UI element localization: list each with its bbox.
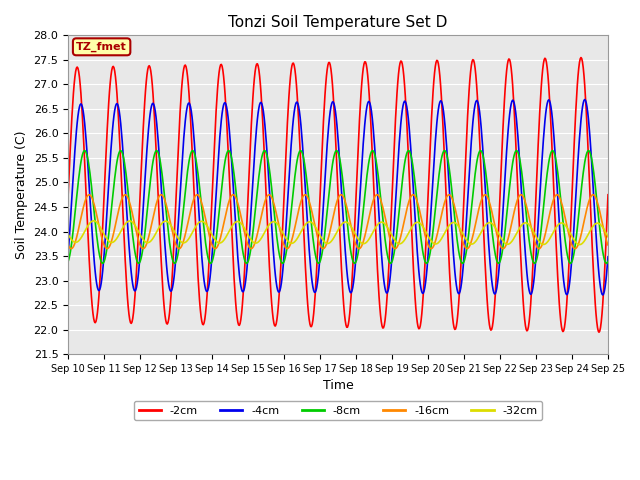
-32cm xyxy=(214,240,221,245)
-16cm xyxy=(214,243,221,249)
-2cm xyxy=(130,310,138,316)
-32cm xyxy=(604,234,612,240)
X-axis label: Time: Time xyxy=(323,379,353,392)
-32cm xyxy=(185,236,193,241)
-32cm xyxy=(420,226,428,231)
-8cm xyxy=(603,261,611,266)
-4cm xyxy=(64,251,72,257)
Line: -16cm: -16cm xyxy=(68,195,608,249)
-2cm xyxy=(595,329,603,335)
-2cm xyxy=(74,65,82,71)
-8cm xyxy=(64,259,72,264)
Line: -4cm: -4cm xyxy=(68,99,608,295)
-4cm xyxy=(604,254,612,260)
-16cm xyxy=(420,228,428,234)
-4cm xyxy=(404,109,412,115)
-4cm xyxy=(213,179,221,184)
-2cm xyxy=(577,55,585,60)
-8cm xyxy=(81,148,88,154)
-8cm xyxy=(74,182,82,188)
Y-axis label: Soil Temperature (C): Soil Temperature (C) xyxy=(15,131,28,259)
-2cm xyxy=(604,192,612,198)
-2cm xyxy=(419,291,427,297)
-16cm xyxy=(67,246,75,252)
-16cm xyxy=(589,192,597,198)
-2cm xyxy=(184,82,192,87)
-8cm xyxy=(404,148,412,154)
-16cm xyxy=(404,201,412,206)
-32cm xyxy=(64,231,72,237)
-2cm xyxy=(64,192,72,198)
-32cm xyxy=(90,218,97,224)
-8cm xyxy=(420,255,428,261)
-4cm xyxy=(599,292,607,298)
-32cm xyxy=(575,242,583,248)
-8cm xyxy=(214,224,221,229)
-8cm xyxy=(131,245,138,251)
-32cm xyxy=(74,239,82,244)
-4cm xyxy=(419,290,427,296)
-16cm xyxy=(75,226,83,231)
-16cm xyxy=(131,219,138,225)
-8cm xyxy=(185,158,193,164)
-4cm xyxy=(184,101,192,107)
-4cm xyxy=(130,285,138,291)
-2cm xyxy=(213,96,221,102)
-16cm xyxy=(64,242,72,248)
Line: -8cm: -8cm xyxy=(68,151,608,264)
Title: Tonzi Soil Temperature Set D: Tonzi Soil Temperature Set D xyxy=(228,15,448,30)
-16cm xyxy=(604,242,612,248)
-16cm xyxy=(185,215,193,220)
-32cm xyxy=(404,231,412,237)
-4cm xyxy=(74,113,82,119)
Text: TZ_fmet: TZ_fmet xyxy=(76,42,127,52)
Legend: -2cm, -4cm, -8cm, -16cm, -32cm: -2cm, -4cm, -8cm, -16cm, -32cm xyxy=(134,401,542,420)
-32cm xyxy=(131,221,138,227)
-4cm xyxy=(581,96,589,102)
-8cm xyxy=(604,259,612,264)
Line: -2cm: -2cm xyxy=(68,58,608,332)
-2cm xyxy=(404,134,412,140)
Line: -32cm: -32cm xyxy=(68,221,608,245)
